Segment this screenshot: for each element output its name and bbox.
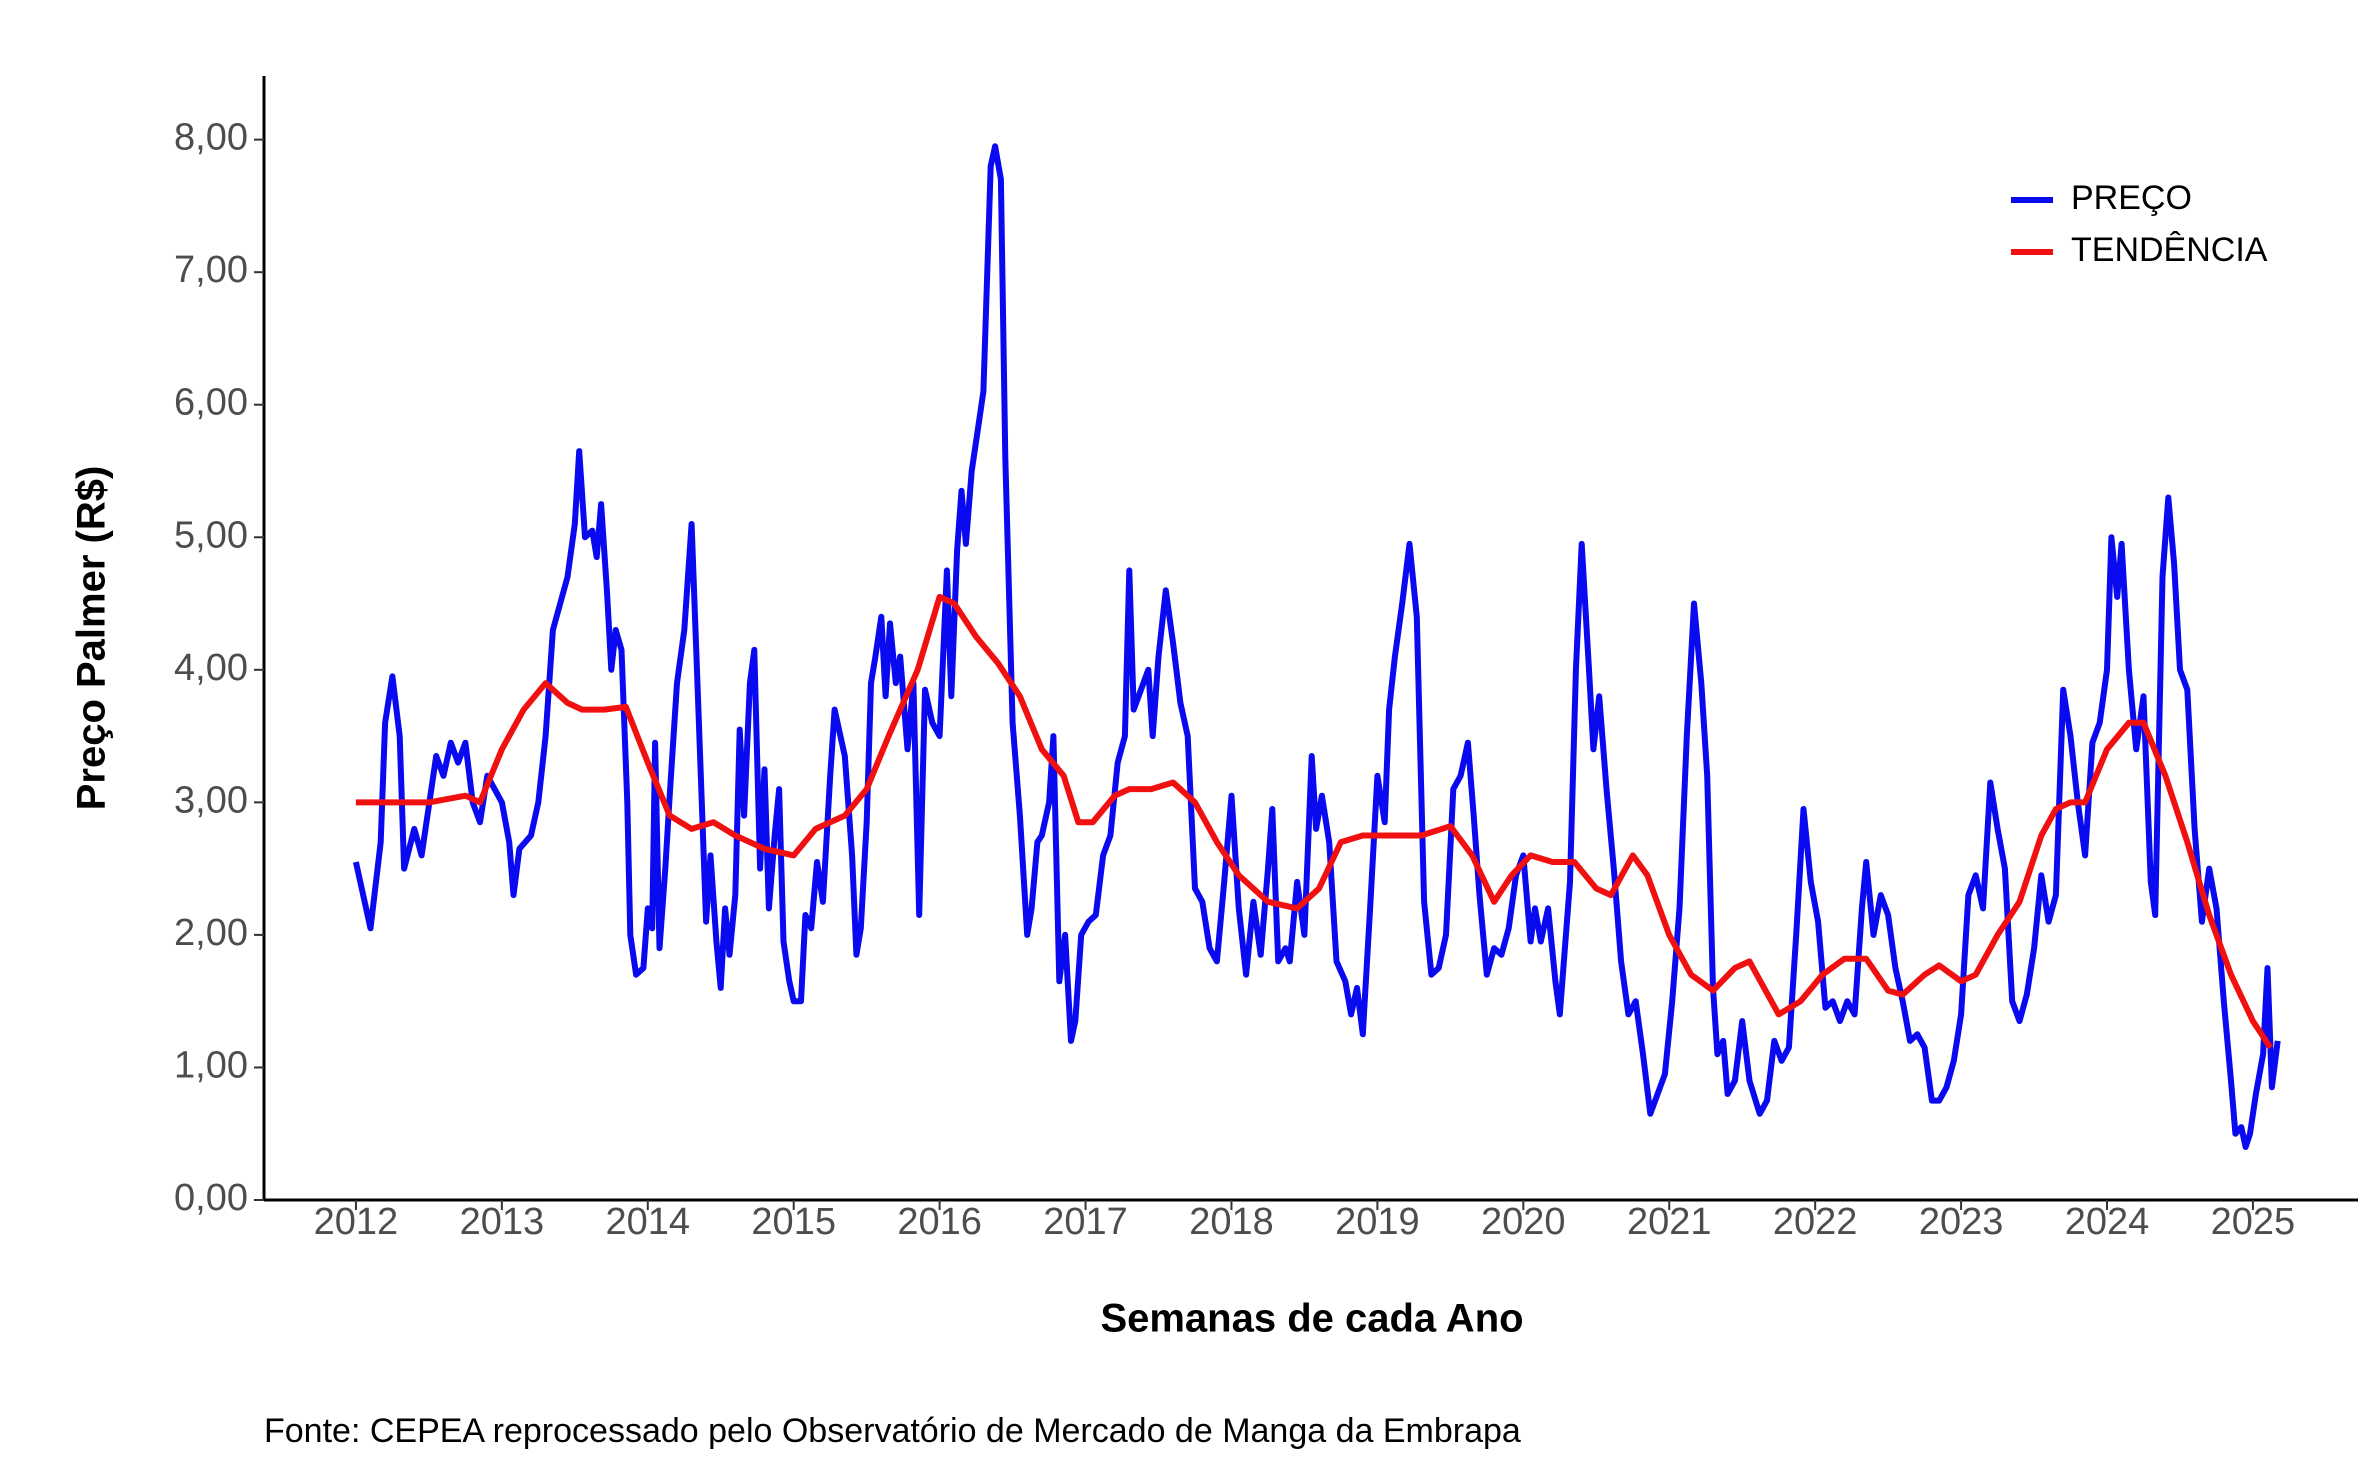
y-tick-label: 7,00 [174,249,248,291]
x-tick-label: 2012 [314,1201,399,1243]
y-tick-label: 0,00 [174,1177,248,1219]
x-tick-label: 2013 [460,1201,545,1243]
x-tick-label: 2025 [2211,1201,2296,1243]
y-tick-label: 4,00 [174,647,248,689]
y-tick-label: 3,00 [174,779,248,821]
x-tick-label: 2019 [1335,1201,1420,1243]
x-axis-label: Semanas de cada Ano [1100,1297,1523,1341]
legend-label: TENDÊNCIA [2071,231,2268,269]
source-note: Fonte: CEPEA reprocessado pelo Observató… [264,1412,1521,1450]
x-tick-label: 2024 [2065,1201,2150,1243]
y-tick-label: 6,00 [174,382,248,424]
y-tick-label: 1,00 [174,1044,248,1086]
x-tick-label: 2014 [606,1201,691,1243]
x-tick-label: 2018 [1189,1201,1274,1243]
y-tick-label: 2,00 [174,912,248,954]
x-tick-label: 2023 [1919,1201,2004,1243]
series-line [355,593,2273,1050]
x-tick-label: 2017 [1043,1201,1128,1243]
x-tick-label: 2015 [751,1201,836,1243]
x-tick-label: 2020 [1481,1201,1566,1243]
y-axis-label: Preço Palmer (R$) [70,466,114,811]
legend-label: PREÇO [2071,179,2192,217]
x-tick-label: 2016 [897,1201,982,1243]
series-line [352,143,2281,1150]
y-tick-label: 8,00 [174,117,248,159]
x-tick-label: 2021 [1627,1201,1712,1243]
y-tick-label: 5,00 [174,514,248,556]
x-tick-label: 2022 [1773,1201,1858,1243]
